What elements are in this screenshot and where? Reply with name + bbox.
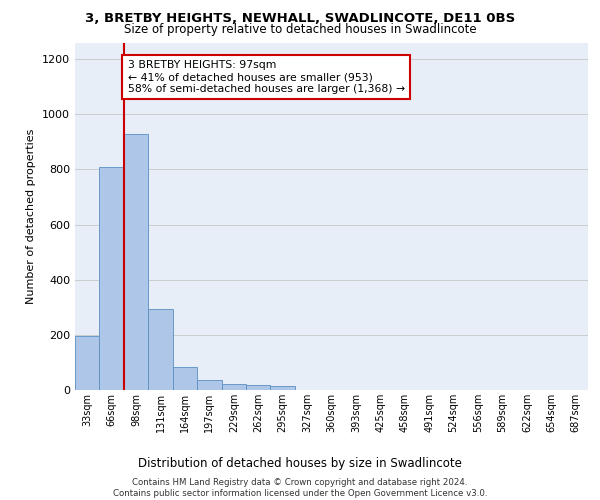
Bar (100, 166, 124, 390)
Bar (197, 380, 221, 390)
Text: Size of property relative to detached houses in Swadlincote: Size of property relative to detached ho… (124, 22, 476, 36)
Y-axis label: Number of detached properties: Number of detached properties (26, 128, 37, 304)
Text: Contains HM Land Registry data © Crown copyright and database right 2024.
Contai: Contains HM Land Registry data © Crown c… (113, 478, 487, 498)
Bar (75, 336, 100, 390)
Bar (246, 386, 271, 390)
Bar (173, 366, 197, 390)
Bar (124, 134, 148, 390)
Text: Distribution of detached houses by size in Swadlincote: Distribution of detached houses by size … (138, 458, 462, 470)
Bar (271, 386, 295, 390)
Text: 3 BRETBY HEIGHTS: 97sqm
← 41% of detached houses are smaller (953)
58% of semi-d: 3 BRETBY HEIGHTS: 97sqm ← 41% of detache… (128, 60, 404, 94)
Bar (148, 308, 173, 390)
Bar (221, 384, 246, 390)
Text: 3, BRETBY HEIGHTS, NEWHALL, SWADLINCOTE, DE11 0BS: 3, BRETBY HEIGHTS, NEWHALL, SWADLINCOTE,… (85, 12, 515, 26)
